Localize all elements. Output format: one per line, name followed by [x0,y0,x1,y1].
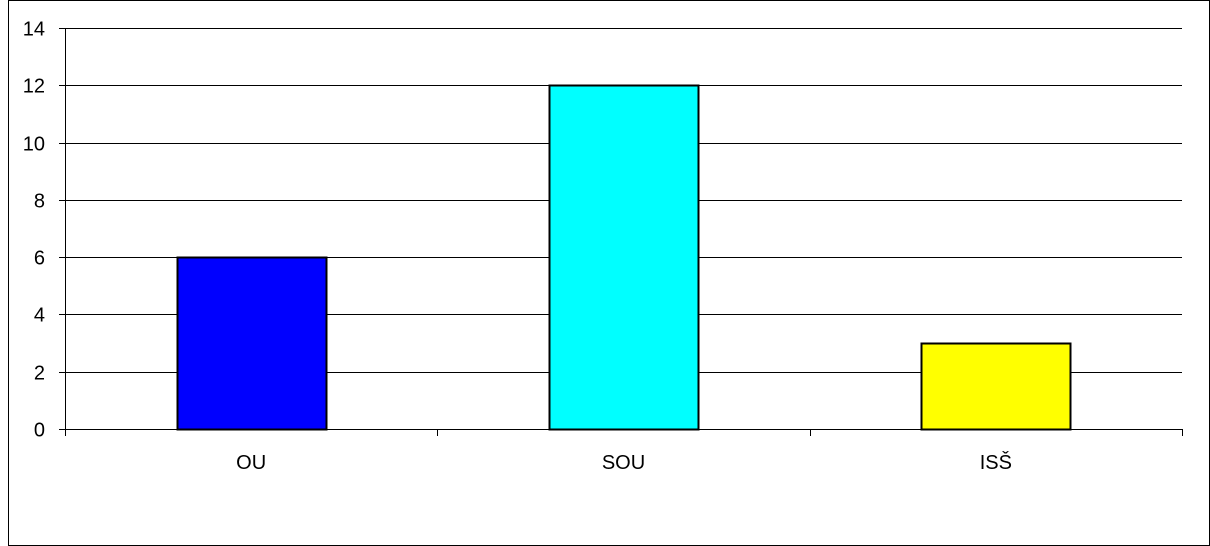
bars [176,84,1072,431]
bar-isš [920,342,1072,431]
y-tick-label: 2 [34,363,45,385]
y-tick-label: 6 [34,248,45,270]
y-tick-label: 14 [23,19,45,41]
x-category-label: SOU [602,452,645,474]
bar-ou [176,256,328,431]
y-tick-label: 8 [34,191,45,213]
x-category-label: ISŠ [980,451,1012,474]
y-tick-label: 4 [34,305,45,327]
y-tick-label: 10 [23,134,45,156]
y-tick-label: 0 [34,420,45,442]
x-category-label: OU [236,452,266,474]
y-tick-label: 12 [23,76,45,98]
bar-sou [548,84,700,431]
labels: 0 2 4 6 8 10 12 14 OU SOU ISŠ [23,19,1012,475]
